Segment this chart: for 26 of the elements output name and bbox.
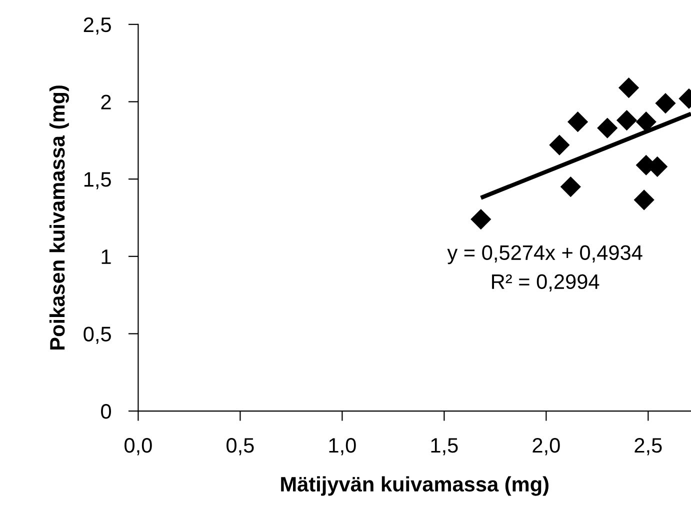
point (470, 208, 492, 230)
point (618, 78, 640, 98)
x-axis-title: Mätijyvän kuivamassa (mg) (281, 476, 548, 496)
x-tick-label: 2,0 (532, 438, 560, 456)
point (567, 112, 588, 132)
y-tick-label: 1,5 (84, 172, 111, 190)
point (597, 118, 618, 138)
point (560, 176, 581, 198)
y-tick-label: 2,5 (84, 17, 111, 35)
x-tick-label: 0,0 (124, 438, 152, 456)
x-tick-label: 1,5 (431, 438, 458, 456)
annotation: R² = 0,2994 (492, 274, 600, 292)
point (655, 92, 676, 114)
y-tick-label: 0 (101, 404, 111, 419)
y-tick-label: 0,5 (84, 326, 111, 344)
y-tick-label: 1 (102, 250, 111, 264)
x-tick-label: 0,5 (226, 438, 254, 456)
point (634, 190, 654, 210)
point (549, 134, 570, 156)
point (636, 112, 656, 132)
x-tick-label: 2,5 (634, 438, 662, 456)
point (616, 110, 638, 131)
annotation: y = 0,5274x + 0,4934 (447, 245, 642, 264)
y-tick-label: 2 (101, 94, 111, 110)
y-axis-title: Poikasen kuivamassa (mg) (49, 86, 69, 350)
x-tick-label: 1,0 (329, 438, 356, 456)
